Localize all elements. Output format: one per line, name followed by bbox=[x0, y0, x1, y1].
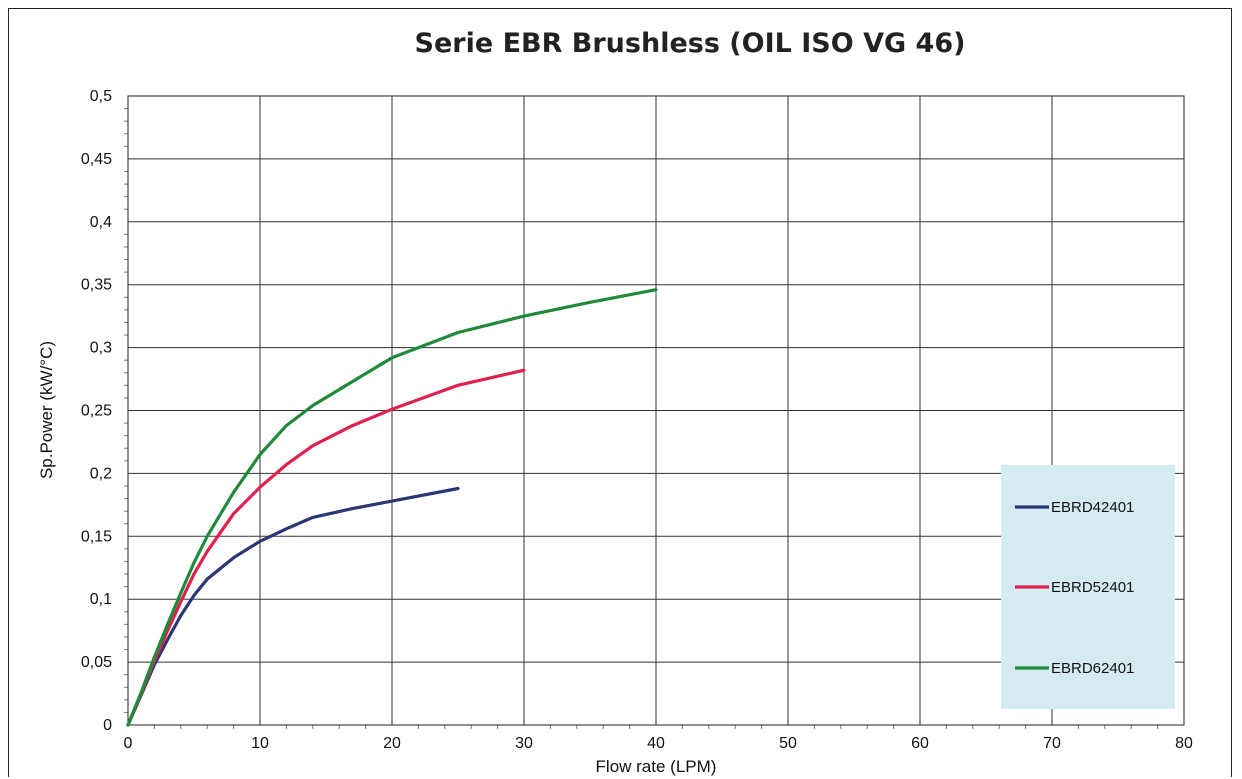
legend-label-ebrd52401: EBRD52401 bbox=[1051, 579, 1134, 596]
x-tick-label: 40 bbox=[647, 735, 665, 752]
x-tick-label: 10 bbox=[251, 735, 269, 752]
y-tick-label: 0,35 bbox=[81, 277, 112, 294]
y-tick-label: 0,25 bbox=[81, 403, 112, 420]
plot-area-border bbox=[127, 95, 1185, 726]
y-tick-label: 0,15 bbox=[81, 528, 112, 545]
legend-label-ebrd42401: EBRD42401 bbox=[1051, 499, 1134, 516]
y-tick-label: 0,05 bbox=[81, 654, 112, 671]
x-tick-label: 70 bbox=[1043, 735, 1061, 752]
x-axis-ticks: 0 10 20 30 40 50 60 70 80 bbox=[124, 735, 1193, 752]
minor-ticks bbox=[124, 108, 1159, 729]
chart-frame bbox=[8, 8, 1232, 777]
y-tick-label: 0,3 bbox=[90, 340, 112, 357]
y-tick-label: 0,45 bbox=[81, 151, 112, 168]
series-line-ebrd42401 bbox=[126, 486, 460, 727]
chart-title: Serie EBR Brushless (OIL ISO VG 46) bbox=[415, 28, 966, 59]
y-tick-label: 0,5 bbox=[90, 88, 112, 105]
series-lines bbox=[126, 288, 658, 727]
legend-items: EBRD42401 EBRD52401 EBRD62401 bbox=[1015, 499, 1134, 677]
y-tick-label: 0,4 bbox=[90, 214, 112, 231]
series-line-ebrd62401 bbox=[126, 288, 658, 727]
y-axis-label: Sp.Power (kW/°C) bbox=[37, 341, 56, 479]
y-tick-label: 0 bbox=[103, 717, 112, 734]
x-axis-label: Flow rate (LPM) bbox=[596, 757, 717, 776]
x-tick-label: 20 bbox=[383, 735, 401, 752]
y-tick-label: 0,2 bbox=[90, 465, 112, 482]
x-tick-label: 60 bbox=[911, 735, 929, 752]
y-tick-label: 0,1 bbox=[90, 591, 112, 608]
x-tick-label: 0 bbox=[124, 735, 133, 752]
legend-label-ebrd62401: EBRD62401 bbox=[1051, 660, 1134, 677]
x-tick-label: 30 bbox=[515, 735, 533, 752]
series-line-ebrd52401 bbox=[126, 368, 526, 727]
y-axis-ticks: 0 0,05 0,1 0,15 0,2 0,25 0,3 0,35 0,4 0,45 0,5 bbox=[81, 88, 112, 734]
x-tick-label: 80 bbox=[1175, 735, 1193, 752]
x-tick-label: 50 bbox=[779, 735, 797, 752]
